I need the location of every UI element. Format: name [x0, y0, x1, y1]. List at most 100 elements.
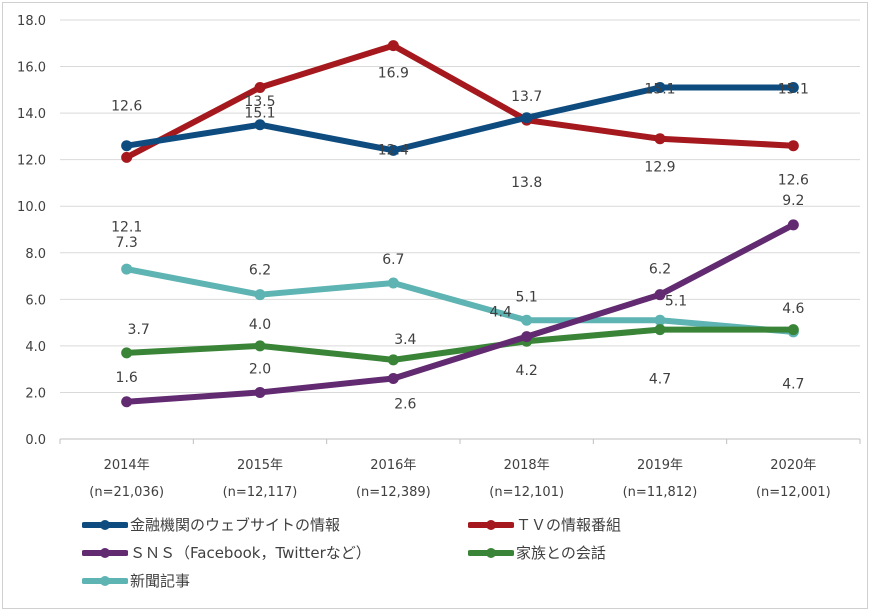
x-tick-label: 2014年 — [104, 458, 150, 473]
legend-item-0: 金融機関のウェブサイトの情報 — [82, 514, 340, 535]
legend-dot — [100, 547, 110, 558]
y-tick-label: 8.0 — [25, 247, 46, 262]
legend-item-2: ＳＮＳ（Facebook，Twitterなど） — [82, 542, 371, 563]
x-tick-label: 2020年 — [770, 458, 816, 473]
y-tick-label: 4.0 — [25, 340, 46, 355]
data-point — [121, 140, 133, 152]
x-tick-label: 2019年 — [637, 458, 683, 473]
x-tick-label: 2015年 — [237, 458, 283, 473]
data-label: 12.9 — [644, 160, 675, 176]
data-point — [787, 219, 799, 231]
legend-dot — [486, 519, 496, 530]
x-tick-sublabel: (n=11,812) — [623, 485, 698, 500]
data-label: 2.0 — [249, 361, 271, 377]
data-label: 13.5 — [244, 94, 275, 110]
data-label: 1.6 — [116, 370, 138, 386]
legend-dot — [100, 575, 110, 586]
data-label: 6.7 — [382, 252, 404, 268]
data-label: 5.1 — [516, 289, 538, 305]
data-label: 4.7 — [649, 372, 671, 388]
data-label: 15.1 — [244, 106, 275, 122]
y-tick-label: 14.0 — [17, 107, 46, 122]
legend-label: 金融機関のウェブサイトの情報 — [130, 516, 341, 534]
series-line — [126, 326, 794, 363]
data-point — [254, 119, 266, 131]
legend-label: ＳＮＳ（Facebook，Twitterなど） — [130, 544, 371, 562]
data-label: 15.1 — [778, 82, 809, 98]
data-point — [387, 372, 399, 384]
data-point — [121, 263, 133, 275]
y-tick-label: 16.0 — [17, 61, 46, 76]
x-tick-sublabel: (n=12,001) — [756, 485, 831, 500]
data-point — [521, 314, 533, 326]
legend-dot — [486, 547, 496, 558]
data-label: 5.1 — [665, 293, 687, 309]
legend-item-3: 家族との会話 — [468, 542, 606, 563]
data-label: 4.6 — [782, 301, 804, 317]
data-label: 12.6 — [111, 99, 142, 115]
data-point — [387, 144, 399, 156]
data-point — [387, 277, 399, 289]
data-label: 7.3 — [116, 235, 138, 251]
data-point — [387, 40, 399, 52]
data-label: 4.0 — [249, 317, 271, 333]
data-point — [654, 289, 666, 301]
data-point — [254, 340, 266, 352]
data-point — [387, 354, 399, 366]
legend-marker — [82, 575, 128, 586]
y-tick-label: 0.0 — [25, 433, 46, 448]
data-point — [654, 82, 666, 94]
data-point — [787, 324, 799, 336]
series-line — [126, 266, 794, 335]
data-label: 4.4 — [490, 305, 512, 321]
data-point — [121, 151, 133, 163]
y-tick-label: 2.0 — [25, 386, 46, 401]
y-tick-label: 18.0 — [17, 14, 46, 29]
data-point — [121, 347, 133, 359]
data-point — [654, 324, 666, 336]
legend-label: 家族との会話 — [516, 544, 606, 562]
y-tick-label: 10.0 — [17, 200, 46, 215]
data-label: 6.2 — [649, 262, 671, 278]
x-tick-label: 2018年 — [504, 458, 550, 473]
data-label: 13.8 — [511, 175, 542, 191]
legend-item-4: 新聞記事 — [82, 570, 190, 591]
data-label: 12.1 — [111, 219, 142, 235]
x-tick-label: 2016年 — [370, 458, 416, 473]
series-line — [125, 42, 794, 160]
data-point — [787, 140, 799, 152]
data-label: 15.1 — [644, 82, 675, 98]
data-label: 16.9 — [378, 66, 409, 82]
legend-label: 新聞記事 — [130, 572, 191, 590]
x-tick-sublabel: (n=12,117) — [223, 485, 298, 500]
data-label: 12.4 — [378, 142, 409, 158]
x-tick-sublabel: (n=21,036) — [89, 485, 164, 500]
series-line — [126, 84, 794, 154]
data-label: 4.2 — [516, 363, 538, 379]
data-label: 2.6 — [394, 396, 416, 412]
y-tick-label: 12.0 — [17, 154, 46, 169]
legend-marker — [468, 547, 514, 558]
legend-dot — [100, 519, 110, 530]
legend-marker — [82, 519, 128, 530]
series-line — [126, 222, 795, 405]
data-point — [787, 82, 799, 94]
legend-marker — [82, 547, 128, 558]
data-label: 4.7 — [782, 377, 804, 393]
data-point — [121, 396, 133, 408]
x-tick-sublabel: (n=12,101) — [489, 485, 564, 500]
y-tick-label: 6.0 — [25, 293, 46, 308]
data-label: 6.2 — [249, 263, 271, 279]
data-point — [654, 133, 666, 145]
legend-item-1: ＴＶの情報番組 — [468, 514, 621, 535]
data-label: 3.7 — [128, 322, 150, 338]
legend-label: ＴＶの情報番組 — [516, 516, 622, 534]
data-point — [654, 314, 666, 326]
legend-marker — [468, 519, 514, 530]
x-tick-sublabel: (n=12,389) — [356, 485, 431, 500]
data-point — [254, 386, 266, 398]
data-point — [254, 289, 266, 301]
